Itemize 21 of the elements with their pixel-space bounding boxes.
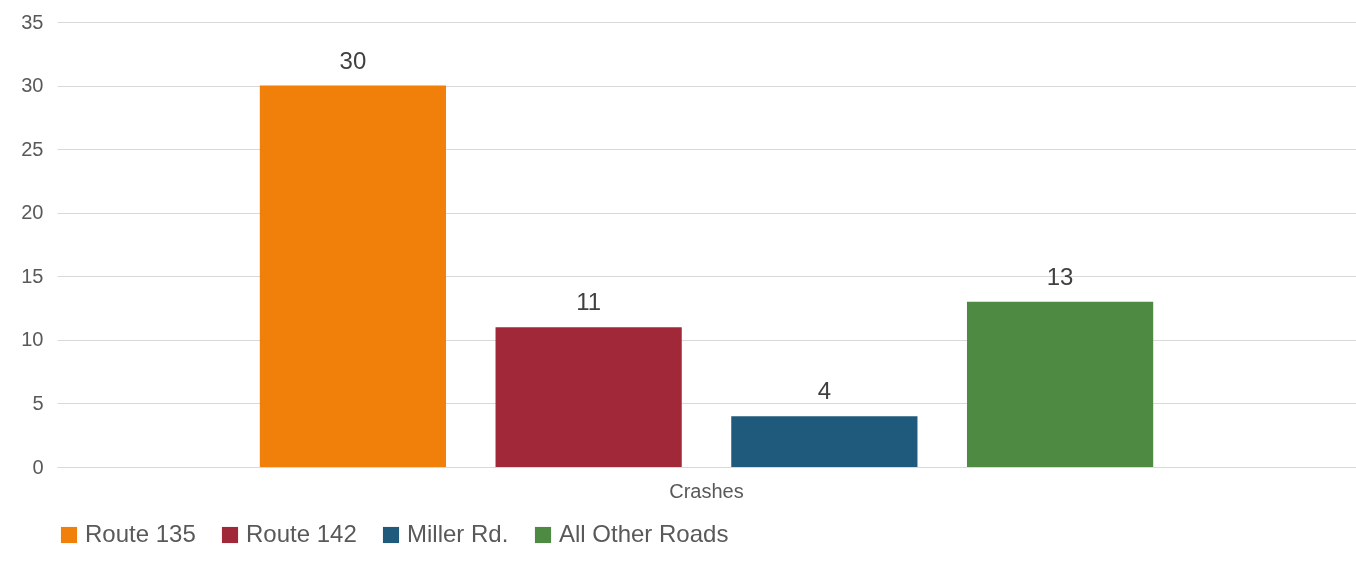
y-tick-label: 10 <box>21 328 44 351</box>
legend-label: Miller Rd. <box>407 520 509 547</box>
x-tick-label: Crashes <box>669 479 744 502</box>
legend-label: All Other Roads <box>559 520 729 547</box>
y-tick-label: 5 <box>32 391 44 414</box>
data-label: 4 <box>817 377 832 405</box>
bar <box>966 301 1154 467</box>
bar <box>259 85 447 467</box>
y-tick-label: 20 <box>21 201 44 224</box>
y-tick-label: 30 <box>21 74 44 97</box>
data-label: 30 <box>339 46 367 74</box>
y-tick-label: 15 <box>21 264 44 287</box>
data-label: 11 <box>576 288 602 316</box>
legend-label: Route 135 <box>85 520 196 547</box>
bar <box>731 416 918 467</box>
bar <box>495 327 682 467</box>
data-label: 13 <box>1046 262 1074 290</box>
y-tick-label: 35 <box>21 10 44 33</box>
legend-label: Route 142 <box>246 520 357 547</box>
y-tick-label: 25 <box>21 137 44 160</box>
y-tick-label: 0 <box>32 455 44 478</box>
